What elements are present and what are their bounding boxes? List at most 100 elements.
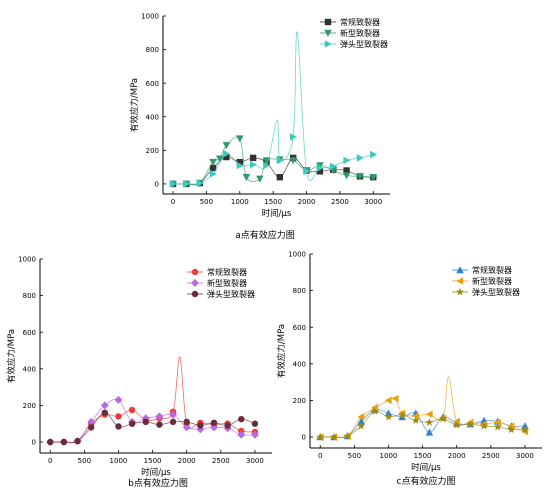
data-point <box>384 412 393 421</box>
legend-label: 弹头型致裂器 <box>207 289 255 299</box>
legend-marker <box>191 268 199 276</box>
y-tick-label: 200 <box>146 147 159 155</box>
data-point <box>236 158 243 166</box>
data-point <box>249 154 257 162</box>
x-tick-label: 500 <box>348 452 361 460</box>
data-point <box>142 418 149 426</box>
data-point <box>209 158 217 166</box>
data-point <box>115 413 122 420</box>
data-point <box>411 412 419 420</box>
data-point <box>169 410 178 419</box>
series-line <box>50 356 255 444</box>
data-point <box>114 395 123 404</box>
series-2 <box>316 407 529 441</box>
data-point <box>329 432 338 441</box>
legend-marker <box>324 18 332 26</box>
y-tick-label: 800 <box>23 292 36 300</box>
x-tick-label: 0 <box>171 198 175 206</box>
data-point <box>100 401 109 410</box>
data-point <box>128 420 136 427</box>
data-point <box>316 432 325 441</box>
data-point <box>452 420 461 429</box>
legend-marker <box>191 290 199 298</box>
data-point <box>357 413 365 421</box>
data-point <box>356 173 364 181</box>
panel-caption: b点有效应力图 <box>128 477 188 489</box>
y-tick-label: 600 <box>23 329 36 337</box>
data-point <box>411 416 420 424</box>
data-point <box>183 180 191 188</box>
data-point <box>439 414 448 423</box>
data-point <box>391 394 399 403</box>
x-tick-label: 2000 <box>178 457 196 465</box>
data-point <box>209 170 217 178</box>
data-point <box>87 424 95 431</box>
data-point <box>343 431 352 440</box>
series-1 <box>316 376 529 441</box>
legend-label: 新型致裂器 <box>472 276 512 286</box>
series-line <box>320 410 525 438</box>
data-point <box>289 157 297 165</box>
data-point <box>235 135 244 143</box>
y-tick-label: 600 <box>293 324 306 332</box>
y-tick-label: 0 <box>32 439 36 447</box>
data-point <box>87 417 96 426</box>
data-point <box>342 172 351 180</box>
data-point <box>276 156 284 165</box>
y-axis-label: 有效应力/MPa <box>276 324 287 378</box>
y-axis-label: 有效应力/MPa <box>129 78 140 132</box>
data-point <box>209 164 217 172</box>
data-point <box>215 155 224 163</box>
data-point <box>425 428 434 436</box>
data-point <box>156 421 163 428</box>
data-point <box>343 156 351 165</box>
data-point <box>74 437 81 445</box>
data-point <box>330 162 338 171</box>
panel-caption: c点有效应力图 <box>397 475 456 487</box>
data-point <box>249 160 257 169</box>
y-tick-label: 1000 <box>141 13 159 21</box>
data-point <box>507 425 516 434</box>
data-point <box>242 174 251 182</box>
data-point <box>236 161 244 170</box>
x-tick-label: 2000 <box>298 198 316 206</box>
y-tick-label: 800 <box>146 46 159 54</box>
data-point <box>371 403 379 412</box>
data-point <box>197 422 204 429</box>
data-point <box>101 409 109 416</box>
data-point <box>250 430 259 439</box>
y-tick-label: 1000 <box>18 256 36 264</box>
data-point <box>398 410 407 419</box>
y-tick-label: 400 <box>146 113 159 121</box>
x-tick-label: 0 <box>48 457 52 465</box>
data-point <box>256 175 264 183</box>
legend-label: 新型致裂器 <box>340 28 380 38</box>
x-tick-label: 2000 <box>448 452 466 460</box>
x-tick-label: 1000 <box>110 457 128 465</box>
data-point <box>47 438 54 446</box>
data-point <box>196 179 204 187</box>
data-point <box>357 421 366 430</box>
data-point <box>222 142 231 150</box>
y-axis-label: 有效应力/MPa <box>6 329 17 383</box>
y-tick-label: 0 <box>155 181 159 189</box>
legend-label: 弹头型致裂器 <box>472 287 520 297</box>
data-point <box>276 174 284 181</box>
x-tick-label: 1500 <box>144 457 162 465</box>
y-tick-label: 400 <box>23 365 36 373</box>
series-0 <box>47 356 259 446</box>
x-tick-label: 0 <box>318 452 322 460</box>
data-point <box>357 417 365 425</box>
x-tick-label: 3000 <box>246 457 264 465</box>
legend-label: 常规致裂器 <box>207 267 247 277</box>
data-point <box>493 418 501 427</box>
legend-marker <box>324 29 332 37</box>
data-point <box>466 420 475 428</box>
data-point <box>370 407 379 415</box>
panel-caption: a点有效应力图 <box>235 229 295 241</box>
series-2 <box>47 409 259 446</box>
y-tick-label: 200 <box>293 397 306 405</box>
y-tick-label: 200 <box>23 402 36 410</box>
